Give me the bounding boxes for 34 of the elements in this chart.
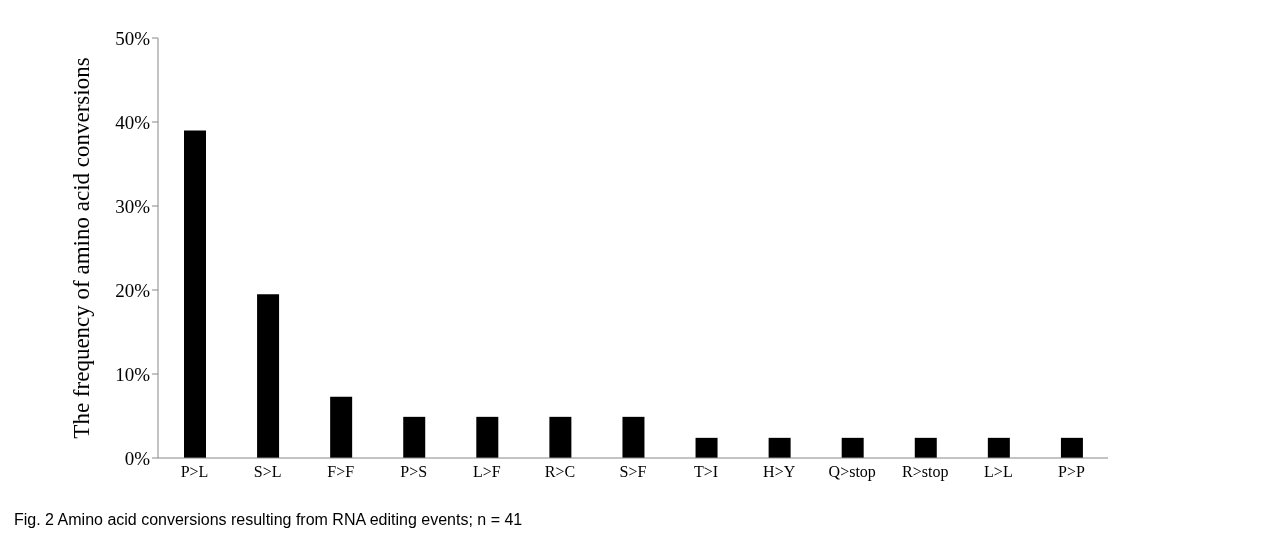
x-tick-label: R>stop <box>902 463 949 482</box>
y-tick-label: 0% <box>124 447 151 469</box>
bar <box>768 437 791 458</box>
y-tick-label: 30% <box>115 195 151 217</box>
x-tick-label: H>Y <box>763 463 796 481</box>
bar <box>1060 437 1083 458</box>
x-tick-label: R>C <box>544 463 576 481</box>
bar <box>476 416 499 458</box>
bar <box>257 294 280 458</box>
x-tick-label: T>I <box>694 463 719 481</box>
y-tick-label: 40% <box>115 111 151 133</box>
x-tick-label: F>F <box>327 463 355 481</box>
bar <box>914 437 937 458</box>
x-tick-label: P>L <box>180 463 209 481</box>
x-tick-label: S>F <box>619 463 647 481</box>
bar <box>330 396 353 458</box>
caption: Fig. 2 Amino acid conversions resulting from RNA editing events; n = 41 <box>14 511 524 529</box>
x-tick-label: P>S <box>400 463 428 481</box>
bar <box>987 437 1010 458</box>
x-tick-label: P>P <box>1058 463 1085 481</box>
bar <box>695 437 718 458</box>
bar <box>549 416 572 458</box>
x-tick-label: L>F <box>472 463 501 481</box>
bar <box>403 416 426 458</box>
y-tick-label: 20% <box>115 279 151 301</box>
y-axis-title: The frequency of amino acid conversions <box>69 57 95 439</box>
y-tick-label: 50% <box>115 27 151 49</box>
bar <box>841 437 864 458</box>
bar <box>184 130 206 458</box>
bar <box>622 416 645 458</box>
x-tick-label: Q>stop <box>828 463 876 482</box>
x-tick-label: L>L <box>984 463 1013 481</box>
y-tick-label: 10% <box>115 363 151 385</box>
x-tick-label: S>L <box>253 463 282 481</box>
